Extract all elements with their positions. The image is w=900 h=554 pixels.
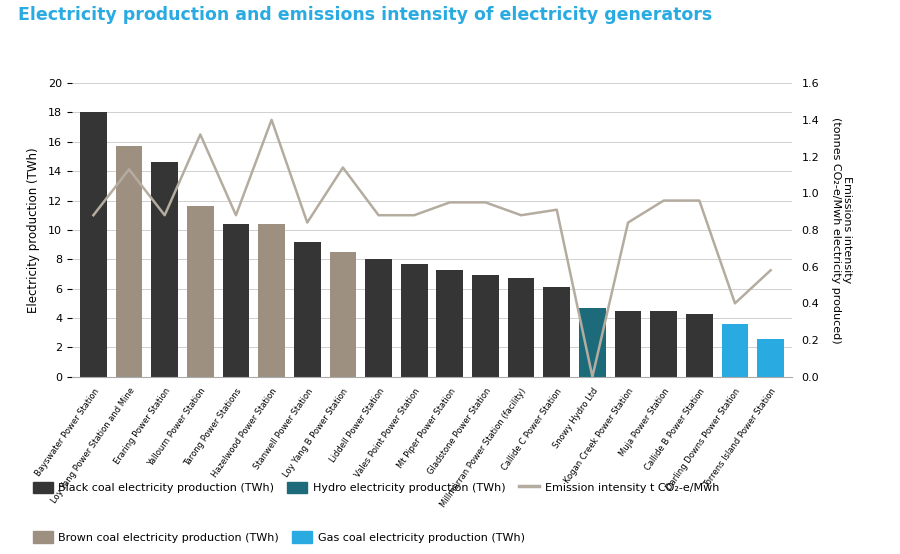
Bar: [294, 242, 320, 377]
Bar: [116, 146, 142, 377]
Bar: [686, 314, 713, 377]
Bar: [400, 264, 428, 377]
Bar: [508, 278, 535, 377]
Text: Electricity production and emissions intensity of electricity generators: Electricity production and emissions int…: [18, 6, 712, 23]
Bar: [258, 224, 285, 377]
Bar: [757, 338, 784, 377]
Bar: [472, 275, 499, 377]
Bar: [544, 287, 570, 377]
Bar: [329, 252, 356, 377]
Legend: Brown coal electricity production (TWh), Gas coal electricity production (TWh): Brown coal electricity production (TWh),…: [32, 531, 525, 543]
Bar: [365, 259, 392, 377]
Bar: [436, 270, 464, 377]
Legend: Black coal electricity production (TWh), Hydro electricity production (TWh), Emi: Black coal electricity production (TWh),…: [32, 481, 719, 493]
Bar: [187, 207, 213, 377]
Bar: [80, 112, 107, 377]
Y-axis label: Electricity production (TWh): Electricity production (TWh): [27, 147, 40, 312]
Bar: [722, 324, 748, 377]
Bar: [615, 311, 642, 377]
Y-axis label: Emissions intensity
(tonnes CO₂-e/Mwh electricity produced): Emissions intensity (tonnes CO₂-e/Mwh el…: [831, 116, 852, 343]
Bar: [651, 311, 677, 377]
Bar: [579, 307, 606, 377]
Bar: [222, 224, 249, 377]
Bar: [151, 162, 178, 377]
